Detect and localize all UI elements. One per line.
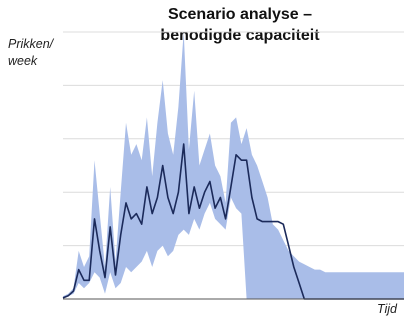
y-axis-label-line2: week xyxy=(8,54,38,68)
chart-title-line2: benodigde capaciteit xyxy=(160,27,320,44)
y-axis-label-line1: Prikken/ xyxy=(8,37,54,51)
x-axis-label: Tijd xyxy=(376,302,397,316)
chart-title: Scenario analyse – benodigde capaciteit xyxy=(120,4,360,46)
chart-title-line1: Scenario analyse – xyxy=(167,6,313,23)
confidence-band xyxy=(63,32,404,299)
y-axis-label: Prikken/ week xyxy=(8,36,53,70)
